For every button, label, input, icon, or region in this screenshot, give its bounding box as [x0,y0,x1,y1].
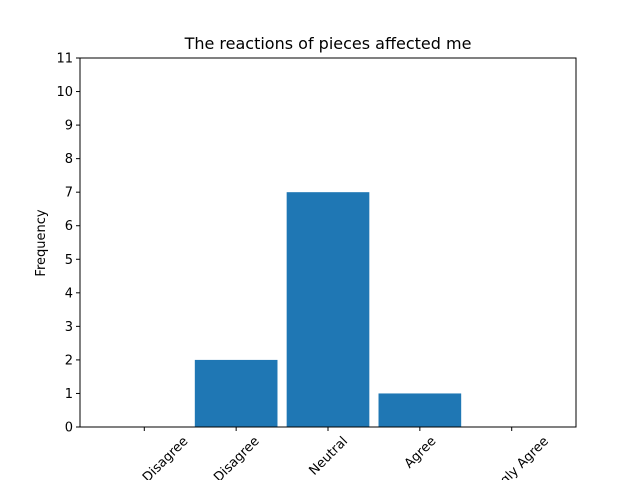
y-tick-label: 0 [65,421,73,436]
plot-frame [79,57,577,428]
y-tick-label: 4 [65,286,73,301]
y-tick-label: 11 [56,52,73,67]
y-tick-label: 1 [65,387,73,402]
bar [194,359,278,427]
chart-title: The reactions of pieces affected me [184,34,472,53]
y-tick-label: 3 [65,320,73,335]
bar [286,192,370,427]
y-tick-label: 9 [65,119,73,134]
y-tick-label: 10 [56,85,73,100]
y-tick-label: 7 [65,186,73,201]
y-tick-label: 2 [65,353,73,368]
y-tick-label: 5 [65,253,73,268]
bar [378,393,462,427]
y-axis-label: Frequency [34,209,49,276]
y-tick-label: 8 [65,152,73,167]
y-tick-label: 6 [65,219,73,234]
